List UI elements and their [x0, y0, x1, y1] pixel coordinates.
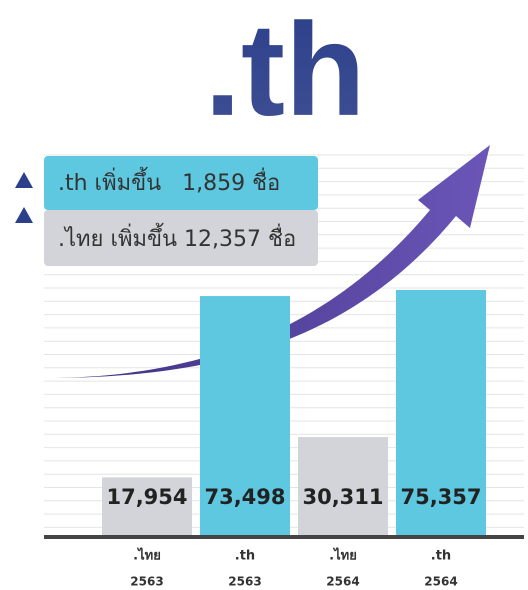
x-tick-label: .ไทย	[133, 547, 161, 564]
baseline	[44, 535, 524, 539]
up-triangle	[15, 207, 33, 223]
bar	[200, 296, 290, 536]
x-tick-label: .th	[235, 549, 255, 564]
x-tick-label: .ไทย	[329, 547, 357, 564]
value-label: 17,954	[106, 485, 187, 509]
value-label: 73,498	[204, 485, 285, 509]
annotation: .ไทย เพิ่มขึ้น 12,357 ชื่อ	[58, 223, 296, 252]
x-tick-year: 2563	[130, 575, 163, 589]
chart-title: .th	[204, 0, 365, 143]
bar	[102, 477, 192, 536]
value-label: 30,311	[302, 485, 383, 509]
x-tick-year: 2563	[228, 575, 261, 589]
value-label: 75,357	[400, 485, 481, 509]
x-tick-label: .th	[431, 549, 451, 564]
up-triangle	[15, 172, 33, 188]
growth-arrow	[45, 145, 490, 378]
bar	[298, 437, 388, 536]
annotation-box	[44, 156, 318, 210]
annotation-box	[44, 210, 318, 266]
x-tick-year: 2564	[424, 575, 457, 589]
bar	[396, 290, 486, 536]
annotation: .th เพิ่มขึ้น 1,859 ชื่อ	[58, 167, 280, 196]
x-tick-year: 2564	[326, 575, 359, 589]
